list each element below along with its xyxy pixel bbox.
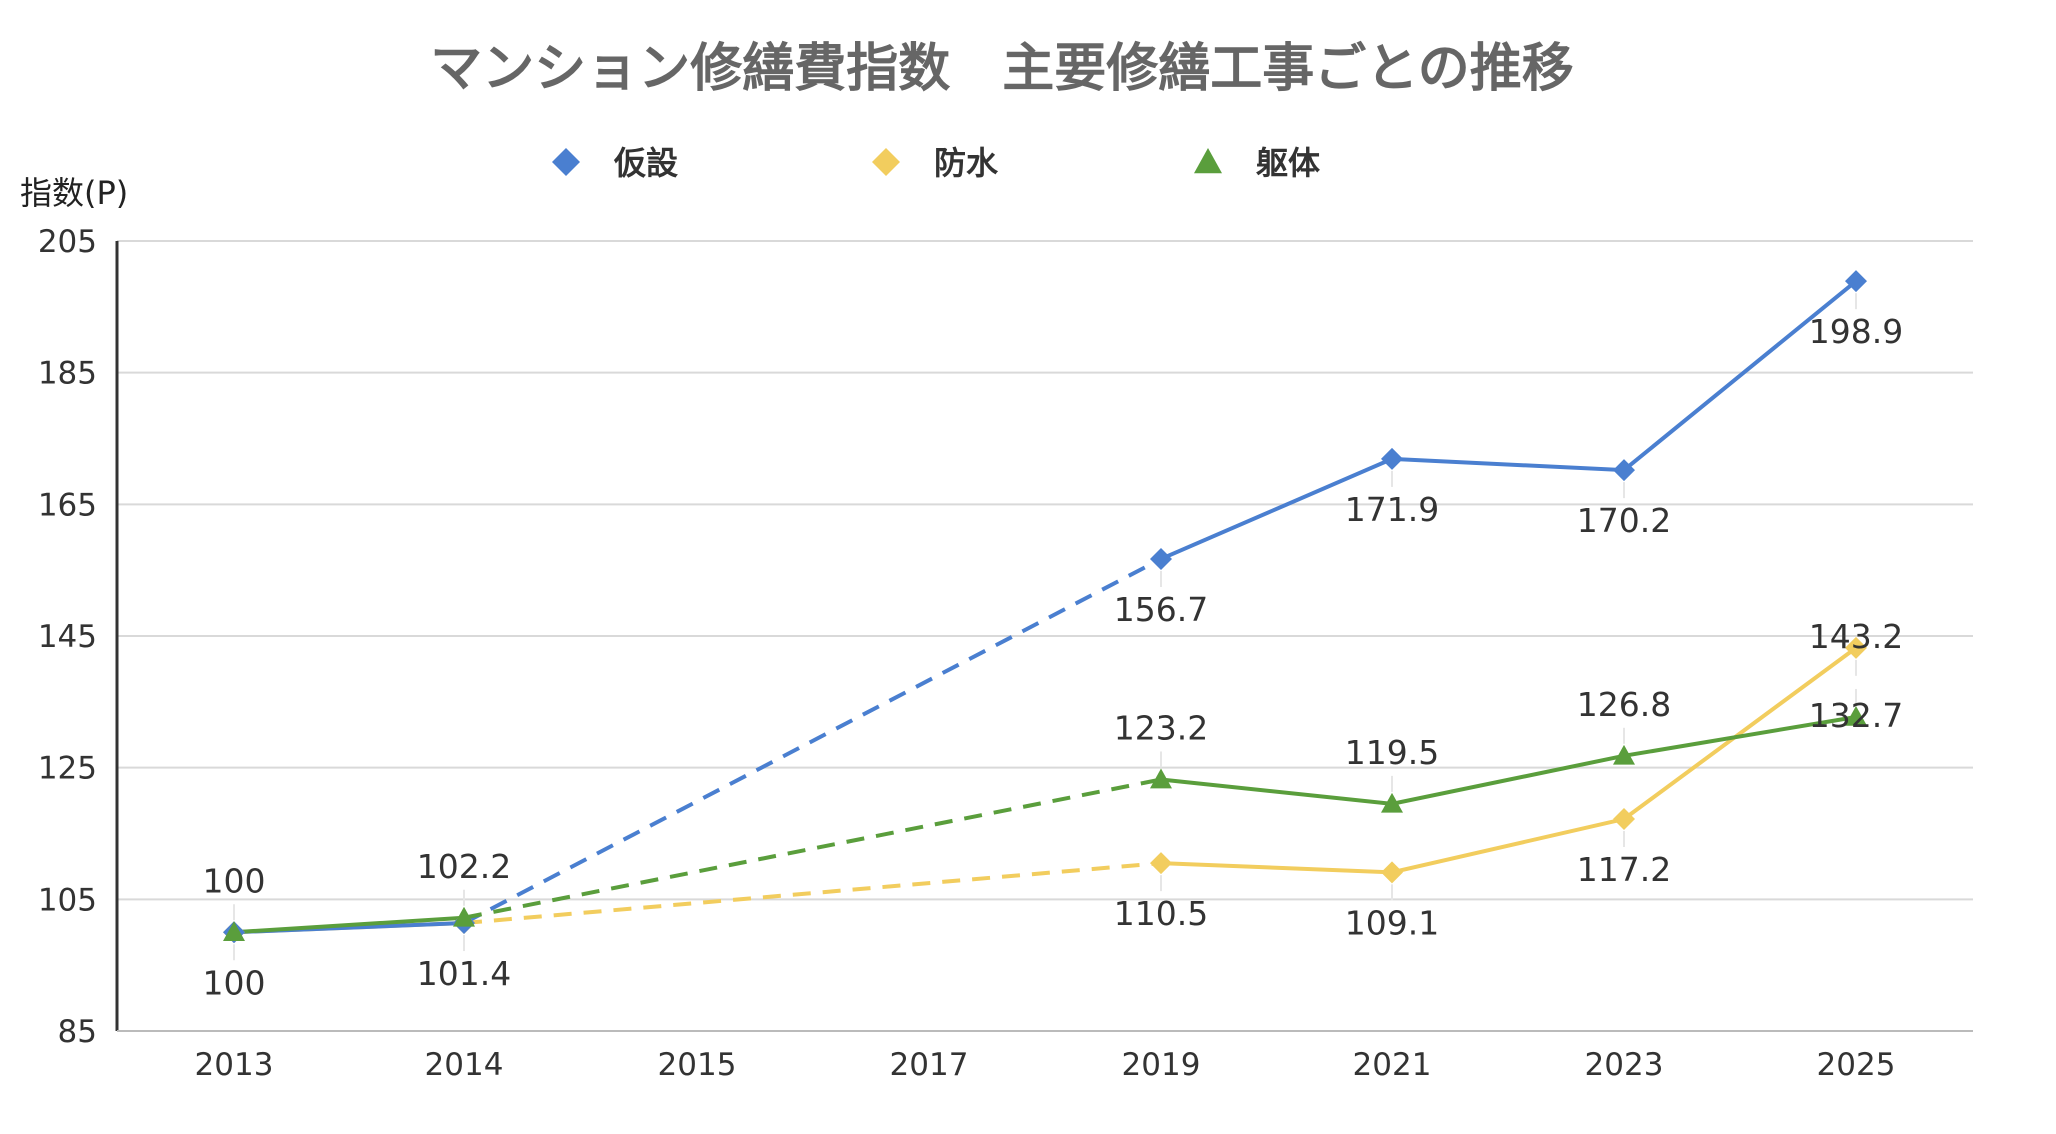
data-label: 143.2 xyxy=(1809,617,1903,656)
data-label: 156.7 xyxy=(1114,590,1208,629)
x-tick-label: 2015 xyxy=(658,1047,737,1083)
x-tick-label: 2021 xyxy=(1353,1047,1432,1083)
data-label: 110.5 xyxy=(1114,894,1208,933)
x-tick-label: 2025 xyxy=(1817,1047,1896,1083)
legend-label: 躯体 xyxy=(1256,144,1320,182)
data-label: 126.8 xyxy=(1577,685,1671,724)
data-point-diamond xyxy=(1845,636,1867,659)
series-dashed-line-2 xyxy=(463,777,1162,920)
data-label: 119.5 xyxy=(1345,733,1439,772)
data-point-diamond xyxy=(1613,808,1635,831)
legend-label: 防水 xyxy=(934,144,999,182)
data-label: 117.2 xyxy=(1577,850,1671,889)
data-point-triangle xyxy=(1845,705,1867,726)
data-point-triangle xyxy=(1150,768,1172,789)
y-tick-label: 205 xyxy=(38,224,97,260)
data-point-diamond xyxy=(1381,861,1403,884)
chart-title: マンション修繕費指数 主要修繕工事ごとの推移 xyxy=(430,39,1573,99)
y-tick-label: 165 xyxy=(38,487,97,523)
data-point-diamond xyxy=(1150,852,1172,875)
data-point-triangle xyxy=(453,906,475,927)
legend-marker-diamond-icon xyxy=(872,148,900,176)
x-tick-label: 2023 xyxy=(1585,1047,1664,1083)
data-point-triangle xyxy=(1613,744,1635,765)
y-axis-label: 指数(P) xyxy=(20,174,128,212)
data-label: 109.1 xyxy=(1345,903,1439,942)
y-tick-label: 145 xyxy=(38,619,97,655)
data-point-diamond xyxy=(1150,547,1172,570)
series-line-2 xyxy=(233,915,465,935)
data-point-diamond xyxy=(1381,447,1403,470)
data-labels: 100 101.4 156.7 171.9 170.2 198.9 110.5 109.1 11… xyxy=(203,293,1903,1002)
data-label: 102.2 xyxy=(417,847,511,886)
x-tick-label: 2013 xyxy=(195,1047,274,1083)
gridlines xyxy=(117,240,1973,1032)
data-label: 132.7 xyxy=(1809,696,1903,735)
data-label: 100 xyxy=(203,861,266,900)
data-point-triangle xyxy=(1381,792,1403,813)
legend-label: 仮設 xyxy=(613,144,678,182)
data-point-triangle xyxy=(223,921,245,942)
axes: 85 105 125 145 165 185 205 2013 2014 2015 2017 2019… xyxy=(38,224,1973,1083)
y-tick-label: 125 xyxy=(38,751,97,787)
data-point-diamond xyxy=(1845,270,1867,293)
series-dashed-line-1 xyxy=(463,861,1162,926)
series-line-1 xyxy=(1160,646,1858,875)
data-label: 101.4 xyxy=(417,954,511,993)
x-tick-label: 2014 xyxy=(425,1047,504,1083)
legend-marker-diamond-icon xyxy=(552,148,580,176)
data-label: 100 xyxy=(203,963,266,1002)
series-dashed-line-0 xyxy=(463,557,1162,925)
data-label: 198.9 xyxy=(1809,312,1903,351)
data-point-diamond xyxy=(1613,459,1635,482)
legend: 仮設 防水 躯体 xyxy=(552,144,1320,182)
legend-marker-triangle-icon xyxy=(1194,148,1222,174)
series-line-2 xyxy=(1160,715,1857,806)
data-label: 171.9 xyxy=(1345,490,1439,529)
y-tick-label: 185 xyxy=(38,356,97,392)
series-line-0 xyxy=(1160,279,1858,561)
x-tick-label: 2019 xyxy=(1122,1047,1201,1083)
series-lines xyxy=(223,270,1867,944)
y-tick-label: 85 xyxy=(58,1014,97,1050)
x-tick-label: 2017 xyxy=(890,1047,969,1083)
data-label: 170.2 xyxy=(1577,501,1671,540)
data-label: 123.2 xyxy=(1114,709,1208,748)
y-tick-label: 105 xyxy=(38,882,97,918)
